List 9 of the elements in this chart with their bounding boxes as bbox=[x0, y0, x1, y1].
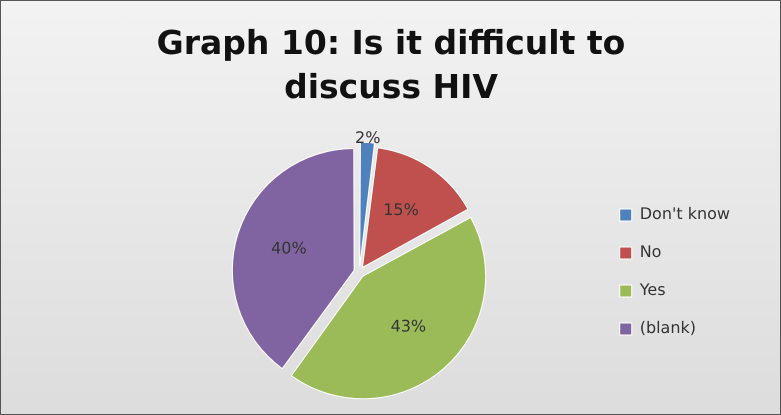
data-label: 43% bbox=[390, 316, 426, 336]
data-label: 40% bbox=[271, 238, 307, 258]
legend-label: Don't know bbox=[640, 204, 730, 224]
legend-label: (blank) bbox=[640, 318, 696, 338]
legend-label: No bbox=[640, 242, 662, 262]
data-label: 2% bbox=[355, 128, 380, 147]
chart-title: Graph 10: Is it difficult to discuss HIV bbox=[156, 22, 626, 108]
data-label: 15% bbox=[383, 200, 419, 219]
legend-label: Yes bbox=[638, 280, 666, 300]
